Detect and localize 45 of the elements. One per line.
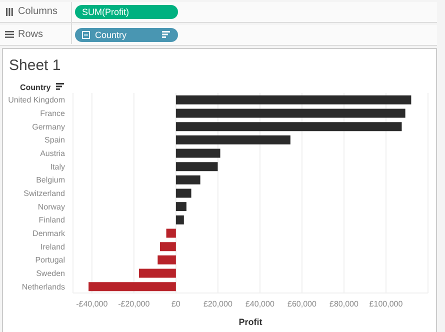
chart-title: Sheet 1: [9, 57, 61, 74]
x-tick-label: £40,000: [245, 300, 275, 309]
text: Country: [75, 28, 178, 42]
bar: [160, 242, 176, 252]
x-tick-label: £100,000: [369, 300, 404, 309]
y-tick-label: Norway: [38, 202, 65, 212]
y-tick-label: Finland: [38, 216, 65, 225]
bar: [166, 228, 176, 238]
bar: [138, 268, 176, 278]
y-tick-label: Netherlands: [22, 282, 65, 292]
bar: [158, 255, 176, 264]
bar: [176, 202, 186, 212]
y-tick-label: Portugal: [35, 256, 66, 265]
bar: [88, 282, 176, 292]
y-tick-label: Spain: [44, 136, 65, 145]
x-tick-label: £0: [171, 300, 181, 309]
bar: [176, 108, 406, 118]
x-tick-label: £20,000: [203, 300, 233, 309]
y-tick-label: Austria: [40, 149, 66, 158]
bar: [176, 95, 412, 104]
bar: [176, 215, 184, 224]
y-tick-label: France: [40, 109, 66, 118]
y-tick-label: Denmark: [32, 229, 66, 238]
y-tick-label: United Kingdom: [8, 96, 66, 105]
bar: [176, 135, 290, 144]
text: Columns: [18, 6, 58, 17]
y-tick-label: Sweden: [36, 269, 65, 278]
y-tick-label: Switzerland: [24, 189, 65, 198]
y-axis-title: Country: [20, 83, 51, 92]
y-tick-label: Belgium: [36, 176, 66, 185]
y-tick-label: Germany: [32, 122, 65, 132]
x-tick-label: £80,000: [330, 300, 359, 309]
bar: [176, 162, 218, 172]
y-tick-label: Italy: [50, 162, 65, 172]
text: SUM(Profit): [75, 5, 178, 19]
bar: [176, 148, 220, 158]
text: Rows: [18, 29, 44, 40]
x-tick-label: -£20,000: [118, 300, 150, 309]
bar: [176, 175, 200, 184]
y-tick-label: Ireland: [40, 242, 65, 252]
x-axis-title: Profit: [238, 317, 262, 327]
x-tick-label: -£40,000: [76, 300, 108, 309]
bar: [176, 122, 402, 132]
bar: [176, 188, 192, 198]
x-tick-label: £60,000: [288, 300, 317, 309]
